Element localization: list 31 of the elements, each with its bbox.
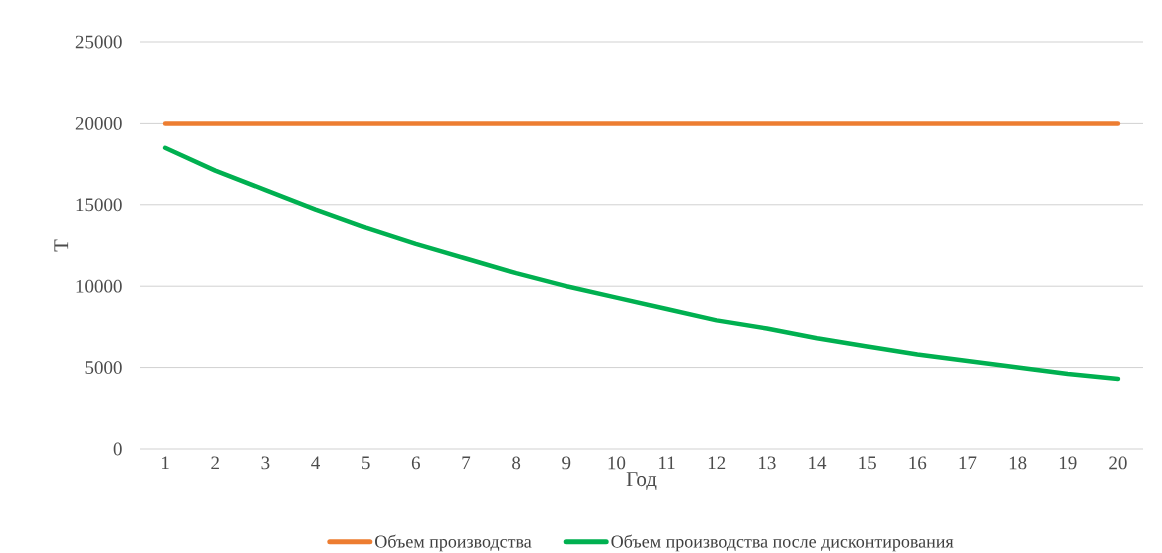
x-tick-label: 18 bbox=[1009, 456, 1027, 470]
y-tick-label: 15000 bbox=[76, 198, 122, 212]
y-tick-label: 20000 bbox=[75, 116, 122, 130]
legend-label: Объем производства bbox=[375, 534, 532, 552]
x-tick-label: 16 bbox=[909, 456, 927, 470]
y-tick-label: 25000 bbox=[75, 35, 122, 49]
legend-label: Объем производства после дисконтирования bbox=[611, 534, 954, 552]
x-tick-label: 20 bbox=[1109, 456, 1127, 470]
x-tick-label: 1 bbox=[162, 456, 169, 470]
x-tick-label: 14 bbox=[809, 456, 827, 470]
x-tick-label: 6 bbox=[411, 456, 420, 470]
x-tick-label: 8 bbox=[512, 456, 521, 470]
y-tick-label: 5000 bbox=[85, 361, 122, 374]
x-tick-label: 5 bbox=[362, 456, 370, 470]
y-tick-label: 0 bbox=[113, 442, 122, 456]
y-axis-title: Т bbox=[54, 239, 69, 252]
x-axis-title: Год bbox=[626, 472, 657, 491]
x-tick-label: 10 bbox=[608, 456, 626, 470]
y-tick-label: 10000 bbox=[76, 279, 122, 293]
x-tick-label: 4 bbox=[311, 456, 320, 470]
x-tick-label: 17 bbox=[959, 456, 977, 470]
x-tick-label: 11 bbox=[659, 456, 675, 470]
x-tick-label: 19 bbox=[1059, 456, 1077, 470]
x-tick-label: 15 bbox=[859, 456, 876, 470]
x-tick-label: 3 bbox=[261, 456, 270, 470]
x-tick-label: 12 bbox=[708, 456, 726, 470]
line-series bbox=[162, 145, 1121, 382]
x-tick-label: 13 bbox=[759, 456, 776, 470]
x-tick-label: 2 bbox=[211, 456, 219, 470]
x-tick-label: 9 bbox=[562, 456, 571, 470]
x-tick-label: 7 bbox=[462, 456, 471, 469]
